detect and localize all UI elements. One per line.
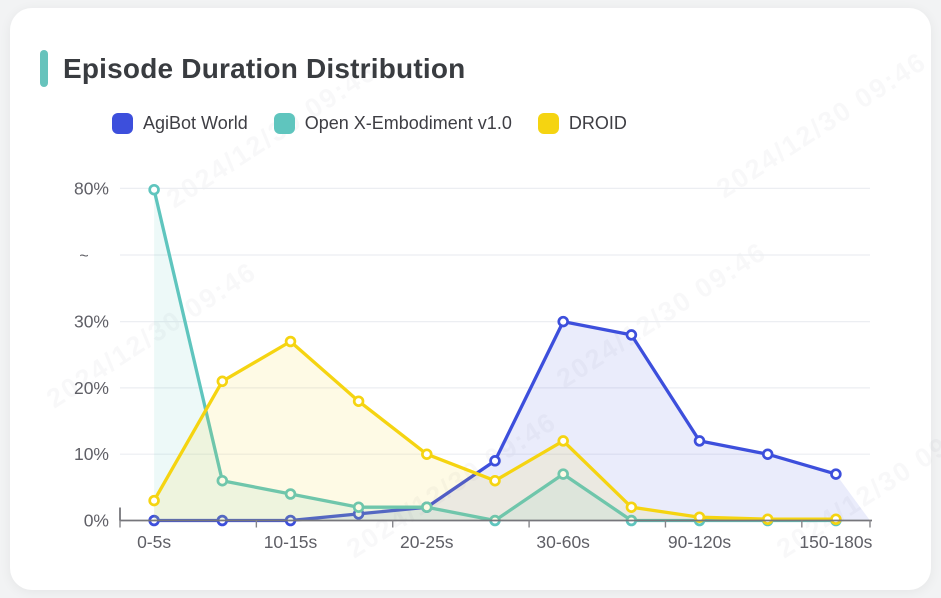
title-row: Episode Duration Distribution [40,50,465,87]
data-point-open-x-embodiment-v1-0[interactable] [284,488,297,500]
data-point-agibot-world[interactable] [761,448,774,460]
y-axis-label: 30% [74,312,109,332]
data-point-droid[interactable] [148,494,160,507]
data-point-agibot-world[interactable] [557,315,569,328]
data-point-droid[interactable] [352,395,365,407]
data-point-open-x-embodiment-v1-0[interactable] [421,501,433,513]
title-accent-bar [40,50,48,87]
y-axis-label: 20% [74,378,109,398]
data-point-agibot-world[interactable] [830,468,842,480]
data-point-droid[interactable] [761,513,774,525]
x-axis-label: 90-120s [668,532,731,552]
y-axis-label: 0% [84,511,109,531]
y-axis-label: 80% [74,178,109,198]
data-point-open-x-embodiment-v1-0[interactable] [352,501,365,513]
data-point-agibot-world[interactable] [489,455,501,467]
data-point-droid[interactable] [830,513,842,525]
data-point-droid[interactable] [284,335,297,348]
x-axis-label: 0-5s [137,532,171,552]
x-axis-label: 20-25s [400,532,454,552]
data-point-droid[interactable] [216,375,229,388]
data-point-open-x-embodiment-v1-0[interactable] [216,474,229,487]
x-axis-label: 10-15s [264,532,318,552]
legend-label: Open X-Embodiment v1.0 [304,113,512,133]
x-axis-label: 150-180s [799,532,872,552]
data-point-droid[interactable] [693,511,706,523]
data-point-agibot-world[interactable] [693,435,706,447]
x-axis-label: 30-60s [536,532,590,552]
data-point-droid[interactable] [625,501,638,513]
data-point-agibot-world[interactable] [625,329,638,341]
line-chart: 0% 10% 20% 30% ~80% 0-5s 10-15s 20-25s 30-60s 90-… [74,178,873,552]
legend-item-agibot-world[interactable]: AgiBot World [112,113,248,134]
legend-swatch-droid [537,113,559,134]
series-area-droid [154,341,871,521]
legend-item-open-x-embodiment[interactable]: Open X-Embodiment v1.0 [273,113,512,134]
data-point-open-x-embodiment-v1-0[interactable] [148,183,160,196]
y-axis-label: ~ [79,248,88,265]
chart-legend: AgiBot World Open X-Embodiment v1.0 DROI… [112,113,627,134]
data-point-droid[interactable] [557,435,569,447]
legend-swatch-open-x-embodiment [273,113,295,134]
legend-swatch-agibot-world [112,113,133,134]
page-title: Episode Duration Distribution [63,52,466,84]
legend-item-droid[interactable]: DROID [537,113,627,134]
y-axis-label: 10% [74,444,109,464]
chart-card [10,8,931,590]
data-point-open-x-embodiment-v1-0[interactable] [557,468,569,480]
data-point-droid[interactable] [489,474,501,487]
series-area-agibot-world [154,321,871,521]
series-area-open-x-embodiment-v1-0 [154,189,871,521]
legend-label: AgiBot World [143,113,248,133]
legend-label: DROID [568,113,627,133]
data-point-droid[interactable] [421,448,433,460]
